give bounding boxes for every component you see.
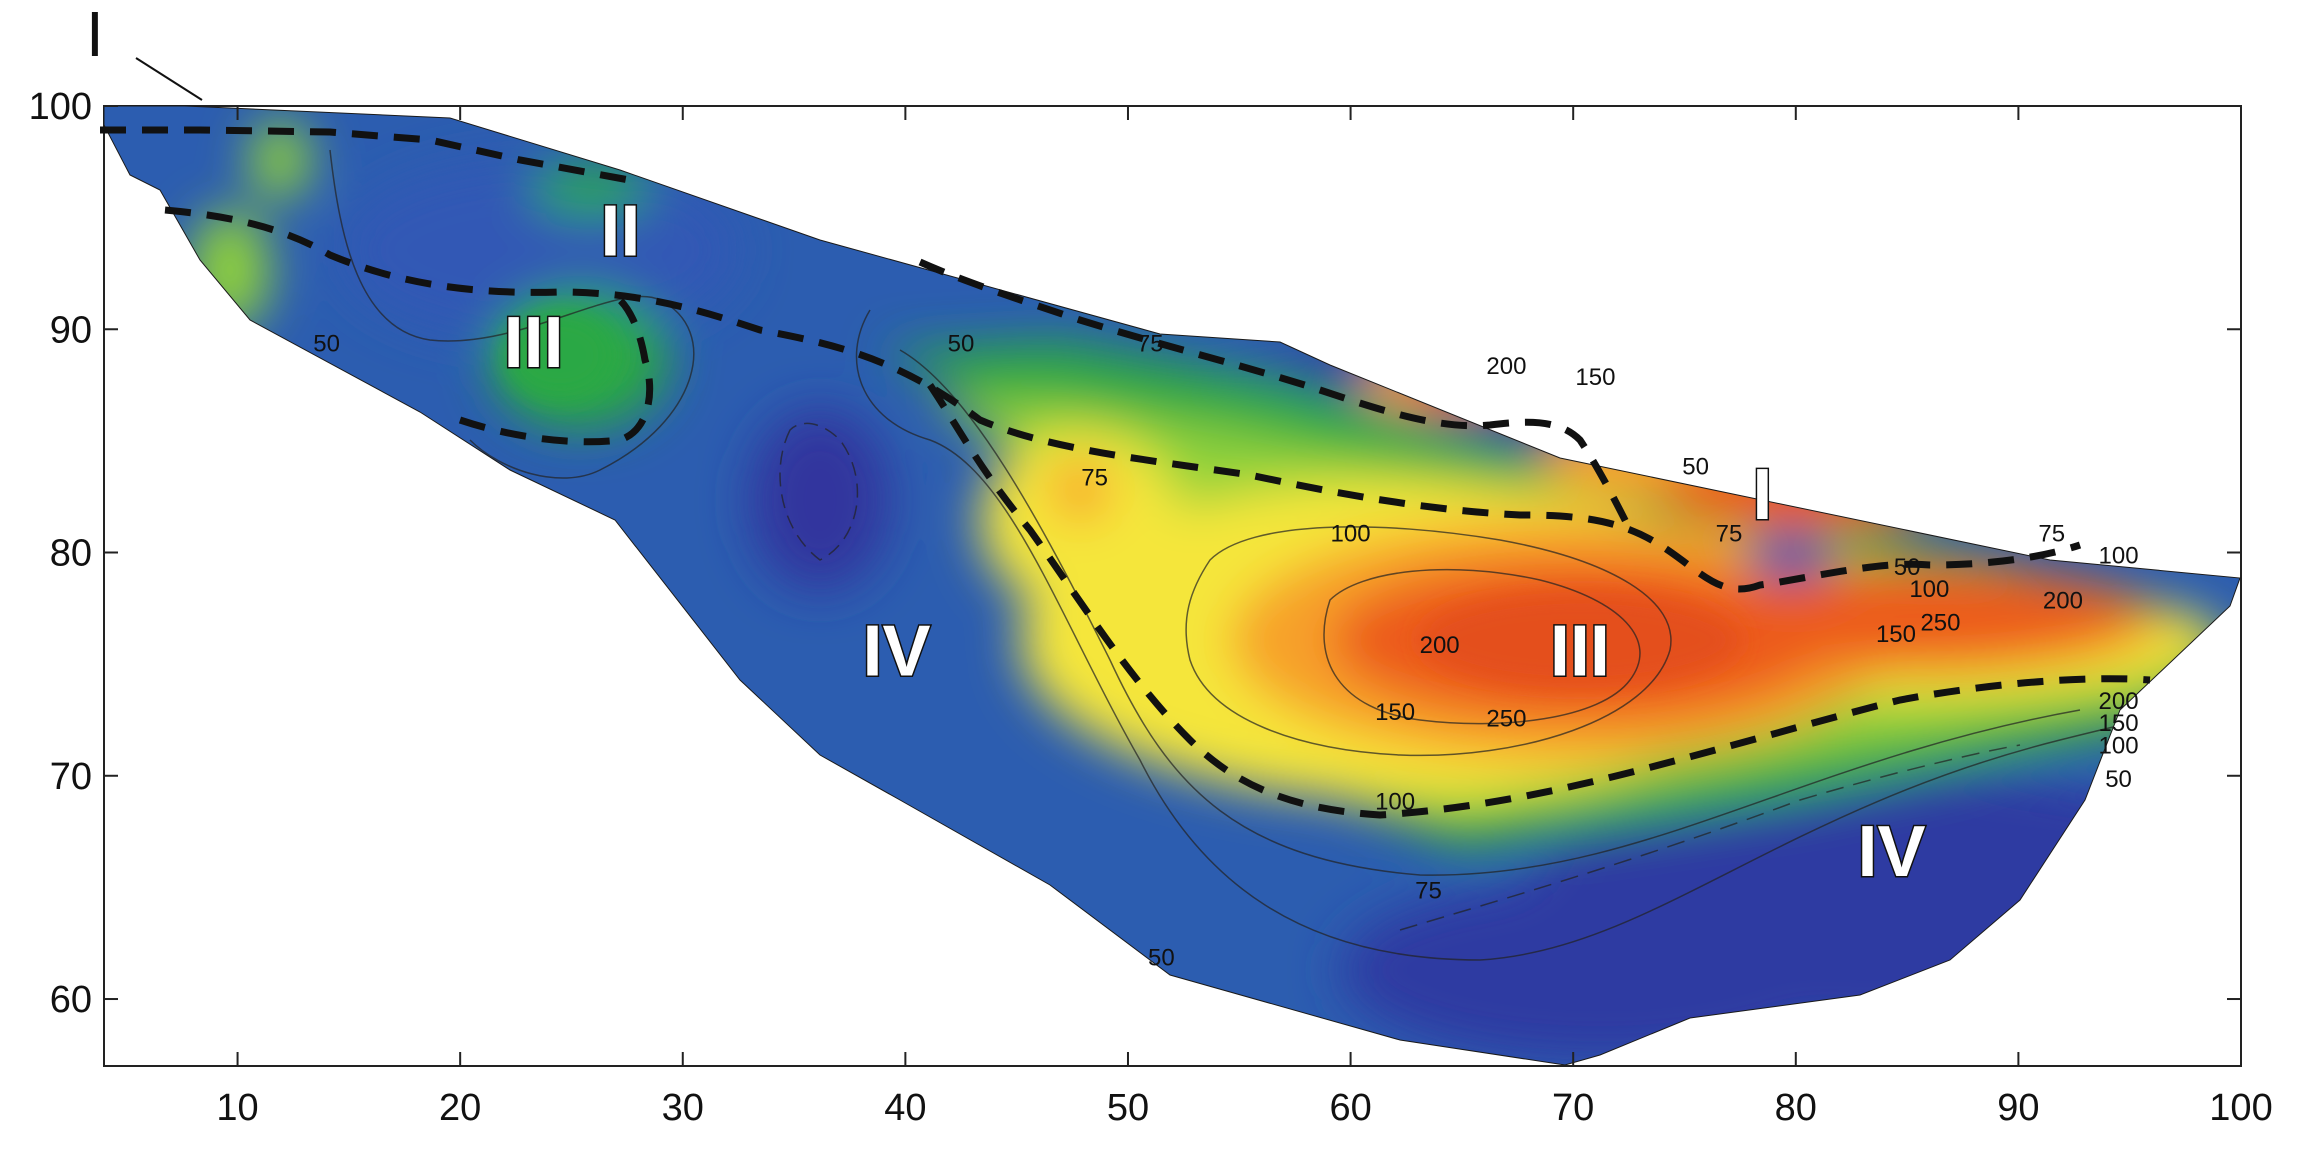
contour-label: 250 bbox=[1920, 610, 1960, 637]
contour-label: 100 bbox=[1331, 520, 1371, 547]
contour-label: 100 bbox=[2099, 543, 2139, 570]
x-tick-label: 20 bbox=[439, 1087, 481, 1129]
x-tick-label: 40 bbox=[884, 1087, 926, 1129]
x-tick-label: 50 bbox=[1107, 1087, 1149, 1129]
corner-label-leader bbox=[135, 57, 203, 101]
zone-label: III bbox=[504, 303, 564, 383]
contour-label: 100 bbox=[1375, 788, 1415, 815]
contour-label: 150 bbox=[1876, 621, 1916, 648]
x-tick-label: 10 bbox=[216, 1087, 258, 1129]
y-tick-label: 100 bbox=[29, 86, 92, 128]
contour-label: 75 bbox=[1137, 331, 1164, 358]
contour-label: 50 bbox=[1894, 554, 1921, 581]
x-tick-label: 80 bbox=[1775, 1087, 1817, 1129]
zone-label: IV bbox=[862, 611, 930, 691]
contour-label: 150 bbox=[1375, 699, 1415, 726]
zone-label: III bbox=[1550, 611, 1610, 691]
y-tick-label: 90 bbox=[50, 309, 92, 351]
contour-label: 150 bbox=[1575, 364, 1615, 391]
contour-label: 50 bbox=[1148, 945, 1175, 972]
contour-label: 50 bbox=[313, 331, 340, 358]
contour-label: 75 bbox=[1716, 520, 1743, 547]
y-tick-label: 70 bbox=[50, 756, 92, 798]
contour-lines bbox=[329, 149, 2211, 961]
zone-label: II bbox=[600, 192, 640, 272]
x-tick-label: 90 bbox=[1997, 1087, 2039, 1129]
contour-label: 50 bbox=[2105, 766, 2132, 793]
interpretation-boundaries bbox=[100, 126, 2151, 819]
contour-label: 75 bbox=[1081, 465, 1108, 492]
contour-label: 200 bbox=[2099, 688, 2139, 715]
corner-zone-label: I bbox=[86, 0, 104, 70]
y-tick-label: 60 bbox=[50, 979, 92, 1021]
contour-label: 200 bbox=[1420, 632, 1460, 659]
contour-label: 250 bbox=[1486, 706, 1526, 733]
x-tick-label: 70 bbox=[1552, 1087, 1594, 1129]
contour-label: 100 bbox=[1909, 576, 1949, 603]
x-tick-label: 60 bbox=[1329, 1087, 1371, 1129]
zone-label: I bbox=[1752, 455, 1772, 535]
contour-label: 75 bbox=[2038, 520, 2065, 547]
zone-label: IV bbox=[1857, 812, 1925, 892]
resistivity-section bbox=[104, 106, 2240, 1065]
contour-label: 50 bbox=[948, 331, 975, 358]
contour-label: 200 bbox=[1486, 353, 1526, 380]
contour-label: 50 bbox=[1682, 453, 1709, 480]
x-tick-label: 30 bbox=[662, 1087, 704, 1129]
contour-label: 100 bbox=[2099, 732, 2139, 759]
y-tick-label: 80 bbox=[50, 533, 92, 575]
contour-label: 75 bbox=[1415, 878, 1442, 905]
plot-frame bbox=[103, 105, 2242, 1067]
contour-label: 150 bbox=[2099, 710, 2139, 737]
x-tick-label: 100 bbox=[2209, 1087, 2272, 1129]
contour-label: 200 bbox=[2043, 587, 2083, 614]
axes: 10 20 30 40 50 60 70 80 90 100 60 70 80 90 100 bbox=[29, 86, 2273, 1129]
